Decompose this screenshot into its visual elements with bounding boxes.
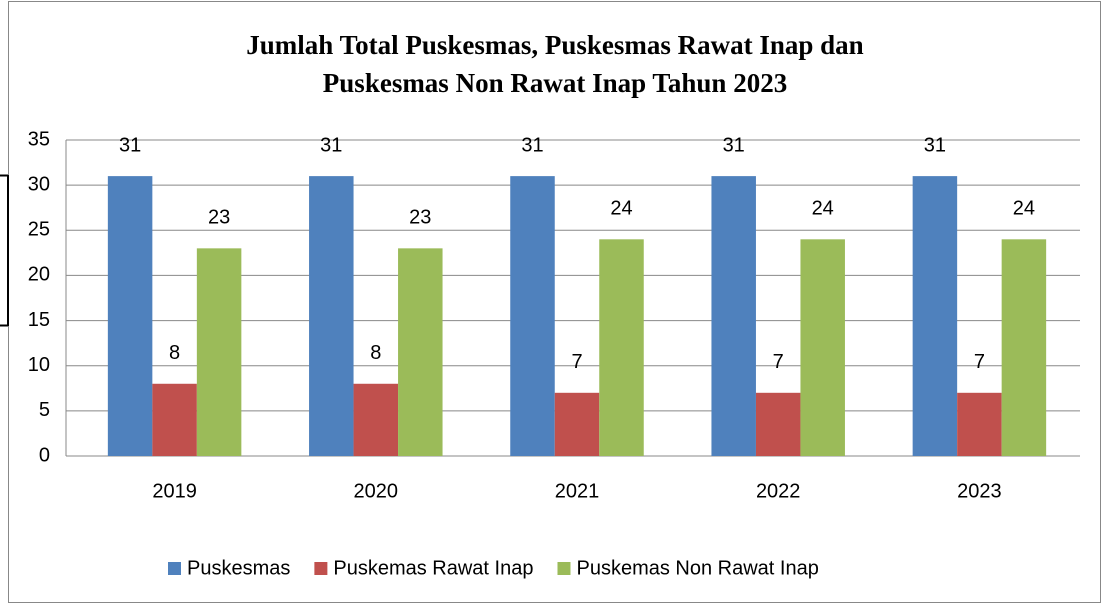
bar: [957, 392, 1002, 456]
x-tick-label: 2019: [152, 480, 197, 502]
y-tick-label: 5: [39, 399, 50, 421]
data-label: 31: [521, 134, 543, 156]
x-tick-label: 2022: [756, 480, 801, 502]
bar: [711, 176, 756, 456]
chart-title: Jumlah Total Puskesmas, Puskesmas Rawat …: [246, 30, 863, 60]
data-label: 23: [409, 207, 431, 229]
data-label: 24: [1013, 198, 1035, 220]
x-tick-label: 2023: [957, 480, 1002, 502]
bar: [599, 239, 644, 456]
x-tick-label: 2020: [354, 480, 399, 502]
data-label: 31: [723, 134, 745, 156]
y-tick-label: 0: [39, 444, 50, 466]
bar: [152, 383, 197, 456]
data-label: 8: [370, 342, 381, 364]
bar: [755, 392, 801, 456]
bar: [353, 383, 399, 456]
bar: [107, 176, 153, 456]
data-label: 7: [773, 351, 784, 373]
bar: [398, 248, 443, 456]
x-tick-label: 2021: [555, 480, 600, 502]
legend-swatch: [314, 562, 328, 575]
bar: [196, 248, 242, 456]
y-tick-label: 25: [28, 219, 50, 241]
legend-swatch: [557, 562, 571, 575]
data-label: 7: [571, 351, 582, 373]
y-tick-label: 20: [28, 264, 50, 286]
data-label: 7: [974, 351, 985, 373]
data-label: 31: [924, 134, 946, 156]
chart-title: Puskesmas Non Rawat Inap Tahun 2023: [323, 68, 787, 98]
edge-bracket: [0, 174, 9, 327]
bar: [309, 176, 354, 456]
bar: [1001, 239, 1047, 456]
data-label: 31: [320, 134, 342, 156]
legend-label: Puskemas Non Rawat Inap: [576, 557, 818, 579]
y-tick-label: 35: [28, 128, 50, 150]
data-label: 24: [812, 198, 834, 220]
y-tick-label: 30: [28, 173, 50, 195]
bar: [800, 239, 845, 456]
data-label: 24: [610, 198, 632, 220]
legend-label: Puskemas Rawat Inap: [333, 557, 533, 579]
legend-swatch: [168, 562, 181, 575]
legend-label: Puskesmas: [187, 557, 290, 579]
y-tick-label: 10: [28, 354, 50, 376]
bar: [554, 392, 600, 456]
data-label: 23: [208, 207, 230, 229]
bar: [912, 176, 958, 456]
data-label: 31: [119, 134, 141, 156]
data-label: 8: [169, 342, 180, 364]
bar: [510, 176, 555, 456]
y-tick-label: 15: [28, 309, 50, 331]
